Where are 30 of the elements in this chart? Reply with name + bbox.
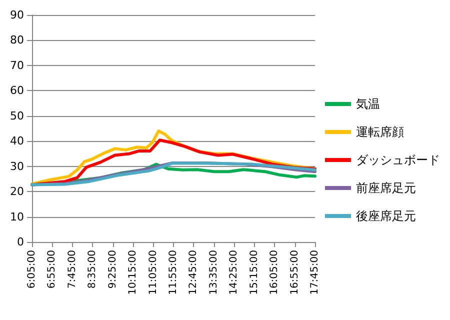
x-tick-label: 6:05:00 xyxy=(26,250,38,289)
x-tick-label: 12:45:00 xyxy=(188,250,200,295)
x-tick-label: 11:55:00 xyxy=(168,250,179,295)
x-tick-label: 17:45:00 xyxy=(310,250,320,295)
y-tick-label: 50 xyxy=(10,109,24,122)
legend-label: 運転席顔 xyxy=(356,125,404,139)
legend-label: 前座席足元 xyxy=(356,181,416,195)
y-tick-label: 90 xyxy=(10,8,24,22)
y-tick-label: 20 xyxy=(10,185,24,198)
y-tick-label: 30 xyxy=(10,160,24,173)
x-tick-label: 16:05:00 xyxy=(269,250,280,295)
x-tick-label: 15:15:00 xyxy=(248,250,260,295)
x-tick-label: 7:45:00 xyxy=(66,250,78,289)
x-tick-label: 11:05:00 xyxy=(148,250,159,295)
x-tick-label: 6:55:00 xyxy=(46,250,58,289)
y-tick-label: 10 xyxy=(10,210,24,224)
x-tick-label: 14:25:00 xyxy=(228,250,240,295)
y-tick-label: 0 xyxy=(17,236,24,248)
legend-label: ダッシュボード xyxy=(356,153,440,167)
y-tick-label: 60 xyxy=(10,84,24,98)
x-tick-label: 8:35:00 xyxy=(87,250,98,289)
y-tick-label: 40 xyxy=(10,134,24,148)
y-tick-label: 70 xyxy=(10,58,24,72)
legend-label: 後座席足元 xyxy=(356,209,416,223)
legend-label: 気温 xyxy=(356,97,380,111)
y-tick-label: 80 xyxy=(10,34,24,47)
x-tick-label: 13:35:00 xyxy=(208,250,220,295)
x-tick-label: 16:55:00 xyxy=(289,250,300,295)
x-tick-label: 9:25:00 xyxy=(107,250,118,289)
x-tick-label: 10:15:00 xyxy=(128,250,139,295)
